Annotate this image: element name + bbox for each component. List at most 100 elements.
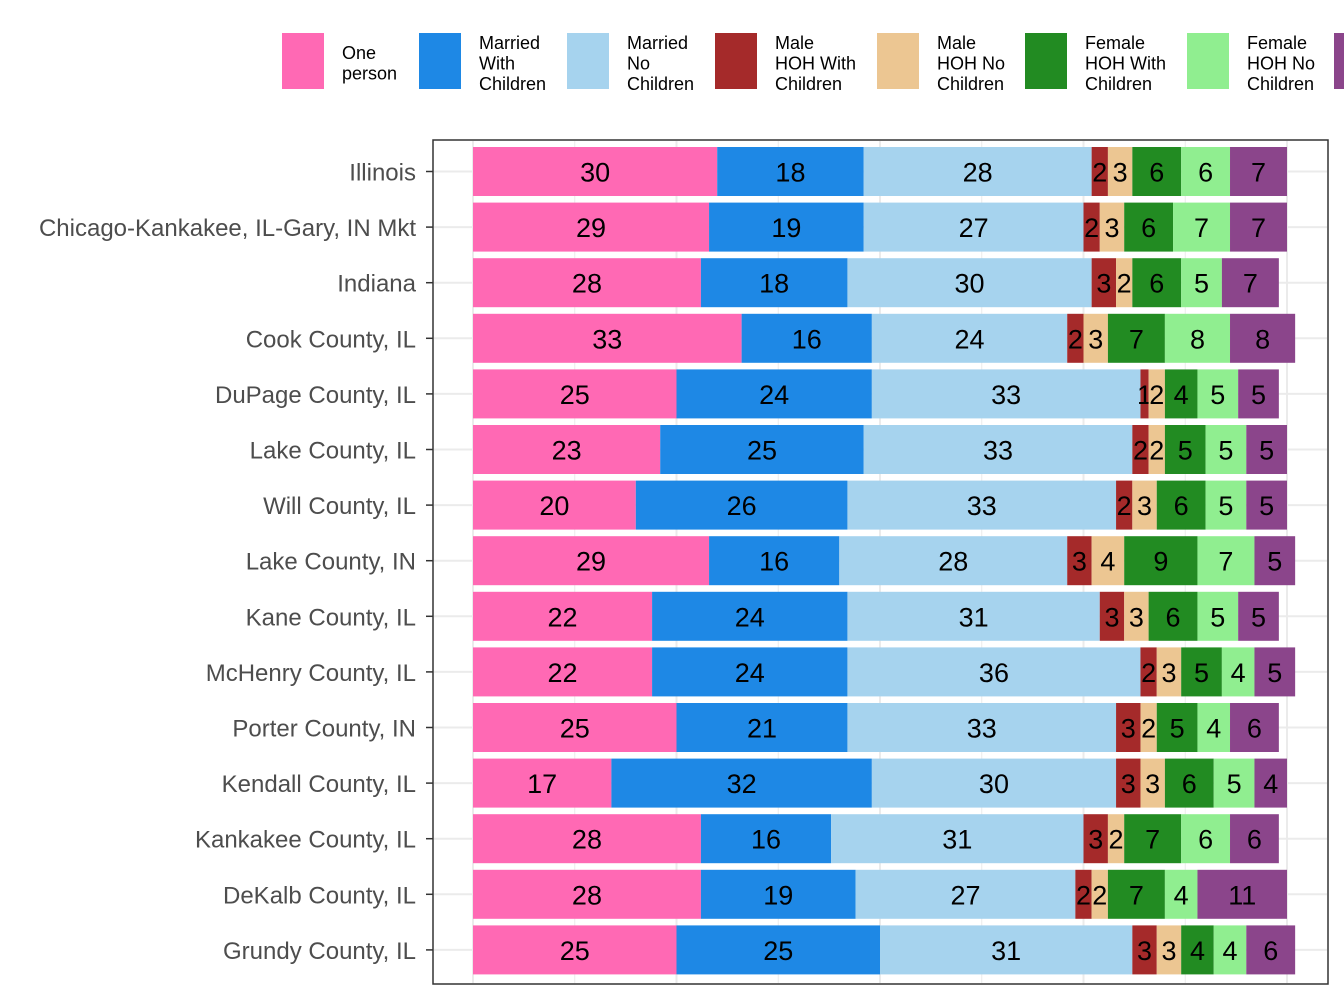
bar-segment bbox=[1181, 814, 1231, 864]
data-label: 6 bbox=[1182, 769, 1197, 799]
bar-segment bbox=[1116, 703, 1141, 752]
data-label: 3 bbox=[1137, 491, 1152, 521]
y-tick-label: Kankakee County, IL bbox=[195, 827, 416, 854]
y-tick-label: DuPage County, IL bbox=[215, 382, 416, 409]
bar-segment bbox=[1205, 425, 1247, 474]
legend-label: One bbox=[342, 43, 376, 63]
data-label: 4 bbox=[1206, 714, 1221, 744]
bar-segment bbox=[1075, 869, 1092, 919]
bar-segment bbox=[1197, 591, 1239, 641]
legend-label: HOH With bbox=[1085, 54, 1166, 74]
data-label: 3 bbox=[1137, 936, 1152, 966]
bar-segment bbox=[1181, 147, 1231, 196]
data-label: 3 bbox=[1121, 714, 1136, 744]
data-label: 16 bbox=[751, 825, 781, 855]
bar-segment bbox=[871, 369, 1141, 419]
bar-row: 29 16 28 3 4 9 7 5 bbox=[473, 536, 1296, 586]
bar-segment bbox=[1140, 758, 1165, 808]
bar-segment bbox=[1132, 425, 1149, 474]
data-label: 24 bbox=[735, 602, 765, 632]
bar-segment bbox=[741, 313, 872, 363]
bar-segment bbox=[1181, 925, 1214, 975]
bar-segment bbox=[1213, 758, 1255, 808]
data-label: 6 bbox=[1263, 936, 1278, 966]
legend-label: Children bbox=[775, 74, 842, 94]
data-label: 2 bbox=[1117, 269, 1132, 299]
bar-segment bbox=[1083, 202, 1100, 252]
y-tick-label: Chicago-Kankakee, IL-Gary, IN Mkt bbox=[39, 215, 416, 242]
y-tick-label: Kane County, IL bbox=[246, 604, 416, 631]
bar-row: 28 19 27 2 2 7 4 11 bbox=[473, 869, 1287, 919]
bar-segment bbox=[1181, 258, 1222, 308]
bar-segment bbox=[676, 925, 880, 975]
data-label: 3 bbox=[1088, 324, 1103, 354]
bar-segment bbox=[863, 147, 1092, 196]
bar-segment bbox=[1164, 869, 1198, 919]
data-label: 4 bbox=[1174, 380, 1189, 410]
data-label: 33 bbox=[967, 714, 997, 744]
legend-label: No bbox=[627, 54, 650, 74]
bar-segment bbox=[1132, 258, 1182, 308]
bar-segment bbox=[473, 313, 742, 363]
data-label: 2 bbox=[1092, 158, 1107, 188]
data-label: 24 bbox=[955, 324, 985, 354]
bar-segment bbox=[1246, 480, 1287, 530]
data-label: 27 bbox=[959, 213, 989, 243]
bar-segment bbox=[473, 647, 653, 697]
bar-segment bbox=[1148, 425, 1165, 474]
data-label: 5 bbox=[1210, 380, 1225, 410]
bar-segment bbox=[1246, 925, 1296, 975]
bar-segment bbox=[847, 258, 1092, 308]
data-label: 3 bbox=[1161, 658, 1176, 688]
bar-segment bbox=[676, 369, 872, 419]
data-label: 7 bbox=[1129, 880, 1144, 910]
legend-key bbox=[877, 33, 919, 89]
bar-segment bbox=[1083, 313, 1108, 363]
data-label: 33 bbox=[983, 436, 1013, 466]
bar-row: 29 19 27 2 3 6 7 7 bbox=[473, 202, 1287, 252]
bar-segment bbox=[1132, 480, 1157, 530]
data-label: 3 bbox=[1129, 602, 1144, 632]
bar-segment bbox=[1164, 369, 1198, 419]
bar-segment bbox=[1116, 758, 1141, 808]
legend-key bbox=[282, 33, 324, 89]
data-label: 6 bbox=[1247, 825, 1262, 855]
bar-segment bbox=[473, 369, 677, 419]
data-label: 6 bbox=[1174, 491, 1189, 521]
bar-segment bbox=[1254, 536, 1296, 586]
data-label: 5 bbox=[1227, 769, 1242, 799]
y-axis-labels: Illinois Chicago-Kankakee, IL-Gary, IN Mk… bbox=[39, 160, 433, 965]
data-label: 26 bbox=[727, 491, 757, 521]
bar-segment bbox=[1156, 703, 1198, 752]
bar-segment bbox=[839, 536, 1068, 586]
data-label: 5 bbox=[1251, 602, 1266, 632]
bar-segment bbox=[1107, 147, 1133, 196]
data-label: 28 bbox=[572, 269, 602, 299]
data-label: 17 bbox=[527, 769, 557, 799]
data-label: 3 bbox=[1104, 213, 1119, 243]
legend-label: Male bbox=[775, 33, 814, 53]
bar-row: 30 18 28 2 3 6 6 7 bbox=[473, 147, 1287, 196]
bar-segment bbox=[1181, 647, 1222, 697]
data-label: 6 bbox=[1166, 602, 1181, 632]
data-label: 25 bbox=[560, 380, 590, 410]
data-label: 25 bbox=[763, 936, 793, 966]
bar-segment bbox=[1197, 703, 1231, 752]
data-label: 33 bbox=[991, 380, 1021, 410]
bar-segment bbox=[1164, 313, 1231, 363]
bar-segment bbox=[1197, 536, 1255, 586]
data-label: 2 bbox=[1133, 436, 1148, 466]
bar-segment bbox=[855, 869, 1076, 919]
bar-segment bbox=[660, 425, 864, 474]
data-label: 30 bbox=[955, 269, 985, 299]
bar-segment bbox=[1221, 258, 1279, 308]
data-label: 8 bbox=[1190, 324, 1205, 354]
data-label: 3 bbox=[1096, 269, 1111, 299]
bar-segment bbox=[473, 202, 710, 252]
data-label: 23 bbox=[552, 436, 582, 466]
legend-key bbox=[1334, 33, 1344, 89]
bar-segment bbox=[1156, 925, 1182, 975]
data-label: 5 bbox=[1267, 658, 1282, 688]
data-label: 1 bbox=[1137, 380, 1152, 410]
